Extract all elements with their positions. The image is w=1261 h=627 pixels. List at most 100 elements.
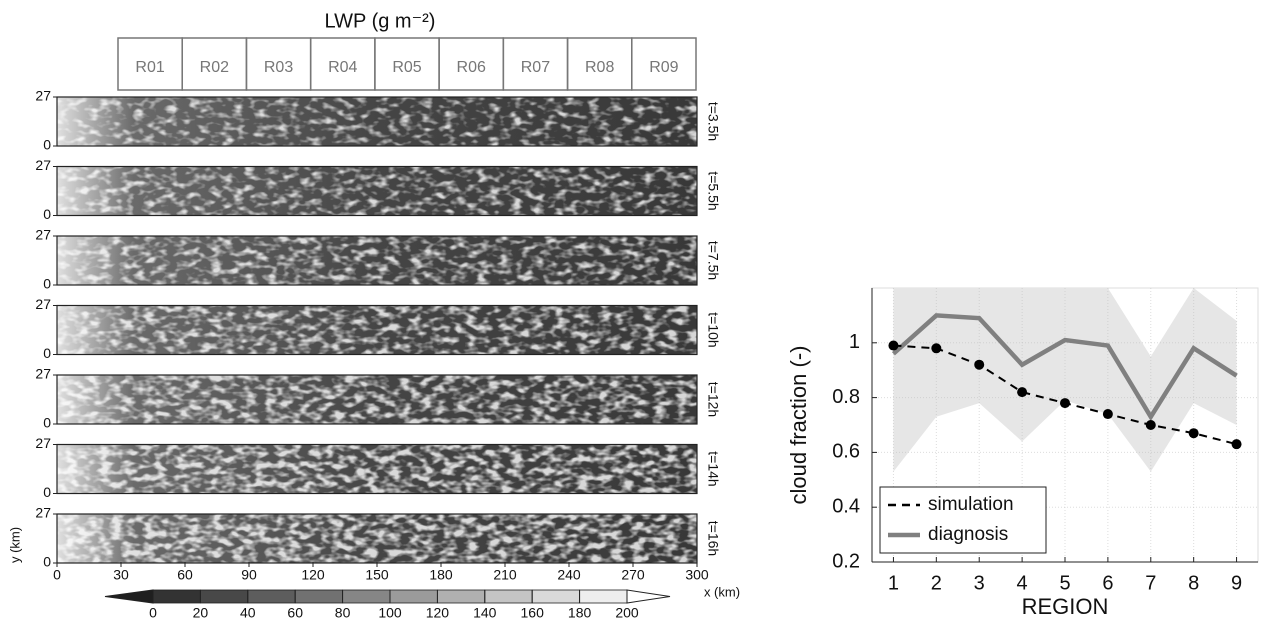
data-point [1188,428,1199,439]
y-tick-label: 27 [35,157,51,173]
y-tick-label: 27 [35,435,51,451]
data-point [888,340,899,351]
y-tick-label: 27 [35,296,51,312]
field-texture [57,305,697,355]
data-point [1017,387,1028,398]
x-tick-label: 60 [177,567,193,583]
y-tick-label: 0 [43,345,51,361]
y-tick-label: 1 [849,331,860,353]
region-box [631,37,697,91]
x-tick-label: 150 [365,567,389,583]
x-tick-label: 4 [1017,572,1028,594]
region-label: R03 [264,59,293,76]
x-tick-label: 90 [241,567,257,583]
y-tick-label: 0.4 [832,495,860,517]
data-point [931,343,942,354]
x-tick-label: 30 [113,567,129,583]
colorbar-tick-label: 120 [426,605,450,621]
legend-box [879,486,1047,554]
x-tick-label: 5 [1059,572,1070,594]
colorbar-segment [389,589,438,604]
y-axis-label: y (km) [7,527,22,563]
x-tick-label: 240 [557,567,581,583]
data-point [974,359,985,370]
y-tick-label: 0.2 [832,550,860,572]
x-tick-label: 270 [621,567,645,583]
x-tick-label: 120 [301,567,325,583]
colorbar-extend [104,589,154,604]
panel-label: t=16h [705,521,721,556]
panel-label: t=5.5h [705,171,721,210]
field-title: LWP (g m⁻²) [325,10,436,32]
y-tick-label: 0 [43,415,51,431]
y-axis-label: cloud fraction (-) [786,346,811,505]
panel-label: t=3.5h [705,102,721,141]
colorbar-tick-label: 20 [193,605,209,621]
x-tick-label: 300 [685,567,709,583]
region-label: R08 [585,59,614,76]
panel-label: t=7.5h [705,241,721,280]
colorbar-tick-label: 80 [335,605,351,621]
panel-label: t=10h [705,312,721,347]
legend-label: diagnosis [928,524,1008,545]
legend-label: simulation [928,494,1014,515]
region-label: R02 [200,59,229,76]
field-texture [57,444,697,494]
field-texture [57,375,697,424]
panel-frame [56,374,698,425]
y-tick-label: 27 [35,505,51,521]
colorbar-tick-label: 40 [240,605,256,621]
field-texture [57,166,697,216]
y-tick-label: 27 [35,227,51,243]
y-tick-label: 0 [43,484,51,500]
colorbar-tick-label: 140 [473,605,497,621]
y-tick-label: 0.8 [832,386,860,408]
field-texture [57,97,697,146]
x-tick-label: 3 [974,572,985,594]
colorbar-tick-label: 60 [287,605,303,621]
data-point [1060,398,1070,409]
region-label: R01 [135,59,164,76]
colorbar-segment [342,589,391,604]
panel-frame [56,235,698,286]
colorbar-segment [152,589,201,604]
colorbar-tick-label: 0 [149,605,157,621]
y-tick-label: 27 [35,88,51,104]
y-tick-label: 0 [43,554,51,570]
colorbar-tick-label: 160 [521,605,545,621]
x-tick-label: 7 [1145,572,1156,594]
x-axis-label: REGION [1022,594,1109,619]
panel-label: t=14h [705,451,721,486]
panel-frame [56,165,698,217]
region-label: R05 [392,59,421,76]
x-tick-label: 2 [931,572,942,594]
panel-frame [56,304,698,356]
panel-frame [56,443,698,495]
x-tick-label: 210 [493,567,517,583]
x-tick-label: 8 [1188,572,1199,594]
colorbar-tick-label: 200 [615,605,639,621]
y-tick-label: 0 [43,206,51,222]
y-tick-label: 0 [43,276,51,292]
x-tick-label: 6 [1102,572,1113,594]
y-tick-label: 0.6 [832,441,860,463]
data-point [1102,409,1113,420]
region-label: R07 [521,59,550,76]
x-axis-label: x (km) [704,584,740,599]
colorbar-tick-label: 100 [378,605,402,621]
colorbar-extend [626,589,671,604]
colorbar-segment [199,589,249,604]
x-tick-label: 1 [888,572,899,594]
colorbar-segment [436,589,486,604]
colorbar-segment [484,589,533,604]
region-label: R09 [649,59,678,76]
data-point [1145,420,1156,430]
colorbar-segment [294,589,344,604]
series-line [891,313,1238,422]
field-texture [57,514,697,563]
y-tick-label: 27 [35,366,51,382]
panel-frame [56,96,698,147]
